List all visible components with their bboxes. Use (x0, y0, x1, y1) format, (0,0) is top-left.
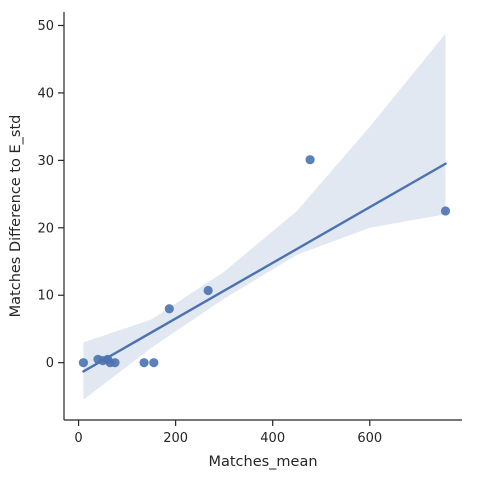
x-tick-label: 400 (260, 431, 285, 446)
data-point (203, 285, 213, 296)
x-tick-label: 600 (357, 431, 382, 446)
data-point (149, 358, 159, 368)
x-tick-label: 0 (74, 431, 82, 446)
data-point (78, 358, 89, 368)
regression-line-layer (82, 162, 447, 373)
y-tick-label: 40 (37, 86, 54, 101)
data-points-layer (78, 155, 451, 368)
y-tick-label: 30 (37, 154, 54, 169)
data-point (164, 304, 174, 314)
y-axis-ticks: 0 10 20 30 40 50 (37, 19, 64, 371)
x-axis-ticks: 0 200 400 600 (74, 420, 382, 446)
y-axis-label: Matches Difference to E_std (8, 115, 24, 318)
y-tick-label: 0 (46, 356, 54, 371)
confidence-band (83, 33, 446, 400)
data-point (110, 358, 120, 368)
y-tick-label: 10 (37, 289, 54, 304)
data-point (305, 155, 315, 165)
x-axis-label: Matches_mean (208, 454, 317, 470)
y-tick-label: 20 (37, 221, 54, 236)
y-tick-label: 50 (37, 19, 54, 34)
data-point (440, 206, 451, 216)
regression-line (82, 162, 447, 373)
data-point (139, 358, 149, 368)
confidence-band-layer (83, 33, 446, 400)
x-tick-label: 200 (163, 431, 188, 446)
